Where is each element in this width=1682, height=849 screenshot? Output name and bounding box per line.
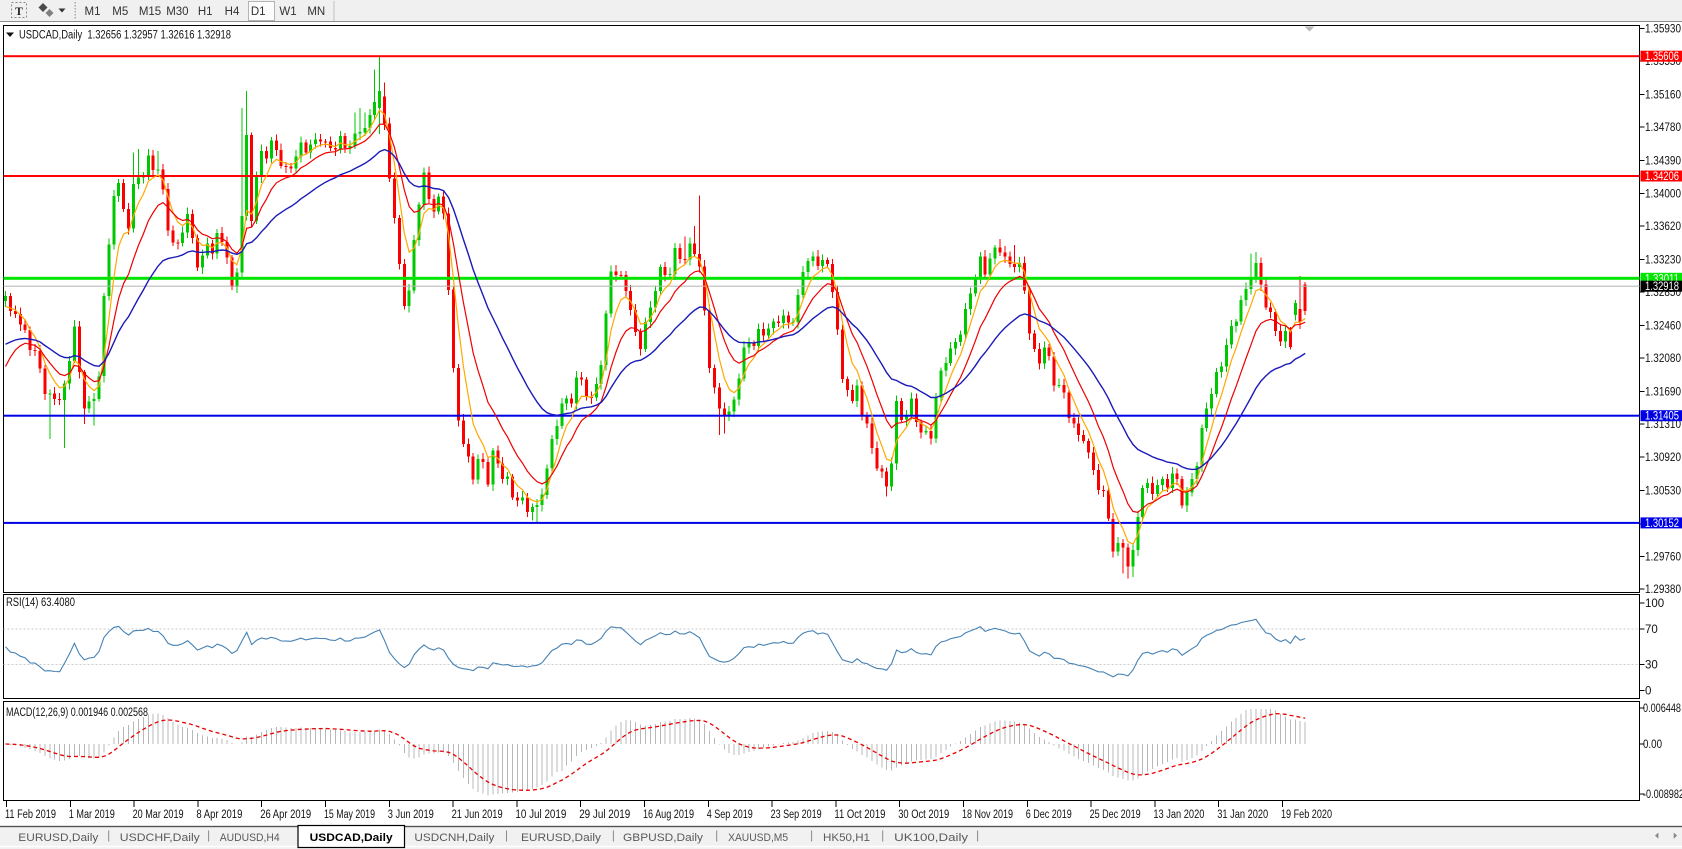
svg-text:GBPUSD,Daily: GBPUSD,Daily [623,832,703,844]
svg-text:100: 100 [1645,598,1664,610]
svg-text:29 Jul 2019: 29 Jul 2019 [579,809,630,821]
svg-text:M15: M15 [139,6,161,18]
svg-text:M5: M5 [112,6,128,18]
svg-text:1.29380: 1.29380 [1645,584,1681,596]
svg-text:1.32460: 1.32460 [1645,320,1681,332]
svg-text:25 Dec 2019: 25 Dec 2019 [1090,809,1141,821]
svg-text:USDCNH,Daily: USDCNH,Daily [414,832,494,844]
svg-text:1 Mar 2019: 1 Mar 2019 [69,809,115,821]
svg-text:W1: W1 [279,6,296,18]
svg-text:HK50,H1: HK50,H1 [823,832,870,844]
svg-text:1.34780: 1.34780 [1645,122,1681,134]
svg-text:15 May 2019: 15 May 2019 [324,809,375,821]
svg-text:1.35606: 1.35606 [1645,51,1679,63]
svg-text:1.34000: 1.34000 [1645,189,1681,201]
svg-text:6 Dec 2019: 6 Dec 2019 [1026,809,1072,821]
svg-text:M30: M30 [166,6,188,18]
svg-text:70: 70 [1645,624,1658,636]
svg-text:1.31405: 1.31405 [1645,411,1679,423]
svg-text:1.34390: 1.34390 [1645,155,1681,167]
svg-text:UK100,Daily: UK100,Daily [894,832,968,844]
svg-text:RSI(14) 63.4080: RSI(14) 63.4080 [6,597,75,609]
svg-text:XAUUSD,M5: XAUUSD,M5 [728,832,788,844]
svg-text:13 Jan 2020: 13 Jan 2020 [1153,809,1204,821]
svg-text:30 Oct 2019: 30 Oct 2019 [898,809,949,821]
svg-text:1.31310: 1.31310 [1645,419,1681,431]
svg-text:AUDUSD,H4: AUDUSD,H4 [220,832,280,844]
svg-text:1.33620: 1.33620 [1645,221,1681,233]
svg-text:1.30152: 1.30152 [1645,518,1679,530]
svg-text:T: T [15,6,23,18]
svg-text:0: 0 [1645,686,1651,698]
svg-text:1.35930: 1.35930 [1645,24,1681,36]
svg-text:USDCAD,Daily 1.32656 1.32957: USDCAD,Daily 1.32656 1.32957 1.32616 1.3… [19,30,231,42]
svg-text:EURUSD,Daily: EURUSD,Daily [521,832,601,844]
svg-text:30: 30 [1645,659,1658,671]
svg-text:MN: MN [307,6,325,18]
svg-text:1.32918: 1.32918 [1645,281,1679,293]
svg-text:EURUSD,Daily: EURUSD,Daily [18,832,98,844]
svg-text:-0.008982: -0.008982 [1643,789,1682,801]
svg-text:11 Feb 2019: 11 Feb 2019 [5,809,56,821]
svg-text:USDCAD,Daily: USDCAD,Daily [310,832,394,844]
svg-text:MACD(12,26,9) 0.001946 0.00256: MACD(12,26,9) 0.001946 0.002568 [6,707,148,719]
svg-text:1.29760: 1.29760 [1645,552,1681,564]
svg-text:1.30920: 1.30920 [1645,452,1681,464]
svg-text:3 Jun 2019: 3 Jun 2019 [388,809,434,821]
svg-text:8 Apr 2019: 8 Apr 2019 [196,809,242,821]
svg-text:16 Aug 2019: 16 Aug 2019 [643,809,694,821]
svg-text:1.35160: 1.35160 [1645,89,1681,101]
svg-text:4 Sep 2019: 4 Sep 2019 [707,809,753,821]
svg-text:11 Oct 2019: 11 Oct 2019 [834,809,885,821]
svg-text:1.31690: 1.31690 [1645,386,1681,398]
svg-text:1.32080: 1.32080 [1645,353,1681,365]
svg-text:0.006448: 0.006448 [1643,703,1681,715]
svg-text:1.34206: 1.34206 [1645,171,1679,183]
svg-text:USDCHF,Daily: USDCHF,Daily [120,832,200,844]
svg-text:1.33230: 1.33230 [1645,255,1681,267]
svg-text:20 Mar 2019: 20 Mar 2019 [133,809,184,821]
svg-text:18 Nov 2019: 18 Nov 2019 [962,809,1013,821]
svg-text:10 Jul 2019: 10 Jul 2019 [515,809,566,821]
svg-text:26 Apr 2019: 26 Apr 2019 [260,809,311,821]
svg-text:31 Jan 2020: 31 Jan 2020 [1217,809,1268,821]
svg-text:H1: H1 [198,6,213,18]
svg-text:1.30530: 1.30530 [1645,486,1681,498]
svg-text:23 Sep 2019: 23 Sep 2019 [771,809,822,821]
svg-text:H4: H4 [225,6,240,18]
svg-text:21 Jun 2019: 21 Jun 2019 [452,809,503,821]
svg-text:19 Feb 2020: 19 Feb 2020 [1281,809,1332,821]
svg-text:D1: D1 [251,6,266,18]
svg-text:M1: M1 [85,6,101,18]
svg-text:0.00: 0.00 [1643,739,1662,751]
